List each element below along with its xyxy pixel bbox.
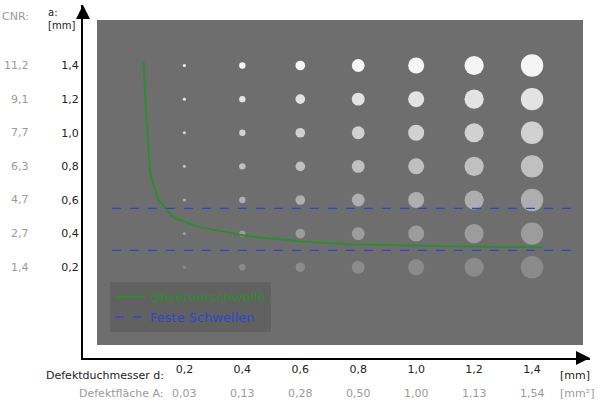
svg-text:1,13: 1,13 <box>462 387 487 400</box>
svg-text:1,0: 1,0 <box>61 127 79 140</box>
svg-text:0,13: 0,13 <box>230 387 255 400</box>
svg-text:0,28: 0,28 <box>288 387 313 400</box>
svg-text:0,6: 0,6 <box>292 363 310 376</box>
svg-text:0,8: 0,8 <box>349 363 367 376</box>
svg-text:0,8: 0,8 <box>61 160 79 173</box>
svg-text:[mm²]: [mm²] <box>560 387 594 400</box>
svg-text:0,6: 0,6 <box>61 194 79 207</box>
svg-text:11,2: 11,2 <box>4 59 29 72</box>
svg-text:Defektfläche A:: Defektfläche A: <box>79 387 164 400</box>
svg-text:4,7: 4,7 <box>11 193 29 206</box>
svg-text:a:[mm]: a:[mm] <box>48 7 75 31</box>
svg-text:1,2: 1,2 <box>61 93 79 106</box>
svg-text:1,4: 1,4 <box>11 261 29 274</box>
svg-text:Defektduchmesser d:: Defektduchmesser d: <box>46 369 164 382</box>
svg-text:Feste Schwellen: Feste Schwellen <box>150 310 255 325</box>
svg-text:0,2: 0,2 <box>61 261 79 274</box>
svg-text:1,0: 1,0 <box>407 363 425 376</box>
svg-text:1,54: 1,54 <box>520 387 545 400</box>
svg-text:1,4: 1,4 <box>61 59 79 72</box>
svg-text:0,2: 0,2 <box>176 363 194 376</box>
svg-text:0,4: 0,4 <box>234 363 252 376</box>
svg-text:0,03: 0,03 <box>172 387 197 400</box>
svg-text:1,4: 1,4 <box>523 363 541 376</box>
svg-text:2,7: 2,7 <box>11 227 29 240</box>
svg-text:[mm]: [mm] <box>560 369 590 382</box>
svg-text:9,1: 9,1 <box>11 93 29 106</box>
svg-text:6,3: 6,3 <box>11 160 29 173</box>
svg-text:Observerschwelle: Observerschwelle <box>150 290 266 305</box>
svg-text:CNR:: CNR: <box>2 10 29 23</box>
svg-text:0,4: 0,4 <box>61 227 79 240</box>
svg-text:0,50: 0,50 <box>346 387 371 400</box>
svg-text:1,2: 1,2 <box>465 363 483 376</box>
svg-text:1,00: 1,00 <box>404 387 429 400</box>
svg-text:7,7: 7,7 <box>11 126 29 139</box>
